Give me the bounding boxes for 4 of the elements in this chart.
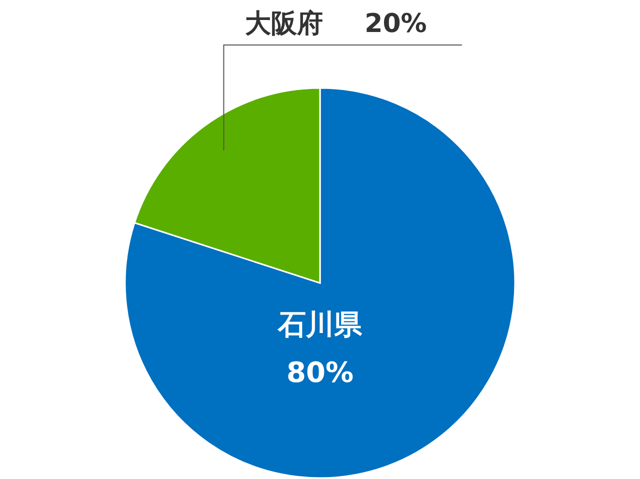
slice-label: 大阪府	[244, 9, 323, 39]
data-label: 20%	[364, 9, 427, 39]
slice-label: 石川県	[277, 308, 363, 342]
data-label: 80%	[286, 356, 354, 390]
